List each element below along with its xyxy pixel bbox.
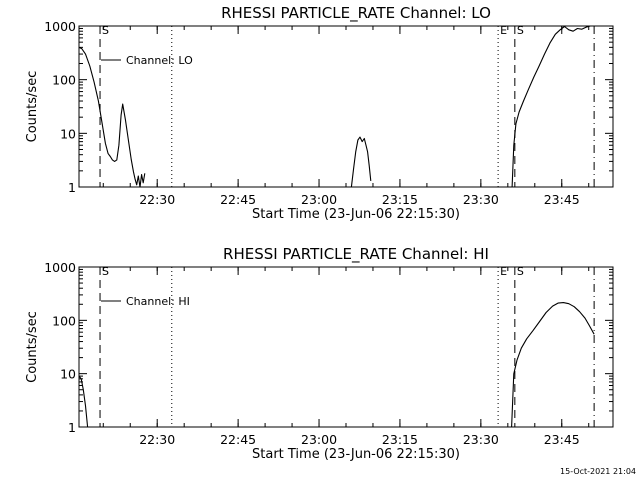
x-tick-label: 22:45	[220, 432, 256, 447]
y-tick-label: 10	[60, 367, 76, 382]
marker-label: S	[517, 24, 524, 37]
x-axis-label: Start Time (23-Jun-06 22:15:30)	[252, 207, 460, 222]
panel-hi-channel: RHESSI PARTICLE_RATE Channel: HI 1 10 100 10…	[25, 245, 614, 462]
y-tick-label: 10	[60, 126, 76, 141]
x-tick-label: 22:30	[139, 432, 175, 447]
x-tick-label: 23:30	[463, 432, 499, 447]
marker-label: S	[517, 265, 524, 278]
y-tick-label: 1000	[44, 260, 76, 275]
plot-frame	[78, 25, 614, 188]
x-tick-label: 23:45	[544, 192, 580, 207]
series-line-segment	[511, 25, 595, 188]
legend-entry: Channel: HI	[126, 295, 190, 308]
x-tick-label: 23:00	[301, 432, 337, 447]
series-line-segment	[350, 136, 372, 188]
marker-label: S	[102, 24, 109, 37]
y-axis-label: Counts/sec	[25, 311, 40, 383]
x-axis-label: Start Time (23-Jun-06 22:15:30)	[252, 447, 460, 462]
y-tick-label: 1	[68, 180, 76, 195]
marker-label: S	[102, 265, 109, 278]
x-tick-label: 23:15	[382, 432, 418, 447]
chart-title: RHESSI PARTICLE_RATE Channel: LO	[221, 4, 491, 23]
timestamp-footer: 15-Oct-2021 21:04	[560, 467, 636, 476]
y-tick-label: 100	[52, 313, 76, 328]
x-tick-label: 23:00	[301, 192, 337, 207]
y-axis-label: Counts/sec	[25, 71, 40, 143]
y-tick-label: 1	[68, 420, 76, 435]
x-tick-label: 23:45	[544, 432, 580, 447]
marker-label: E	[500, 265, 507, 278]
series-line-segment	[511, 302, 595, 428]
x-tick-label: 22:45	[220, 192, 256, 207]
x-tick-label: 22:30	[139, 192, 175, 207]
x-tick-label: 23:15	[382, 192, 418, 207]
y-tick-label: 100	[52, 73, 76, 88]
legend-entry: Channel: LO	[126, 54, 193, 67]
chart-title: RHESSI PARTICLE_RATE Channel: HI	[223, 245, 489, 264]
panel-lo-channel: RHESSI PARTICLE_RATE Channel: LO 1 10 100 10…	[25, 4, 614, 222]
series-line-segment	[78, 46, 146, 188]
y-tick-label: 1000	[44, 19, 76, 34]
marker-label: E	[500, 24, 507, 37]
series-line-segment	[78, 375, 89, 428]
x-tick-label: 23:30	[463, 192, 499, 207]
plot-frame	[78, 266, 614, 428]
